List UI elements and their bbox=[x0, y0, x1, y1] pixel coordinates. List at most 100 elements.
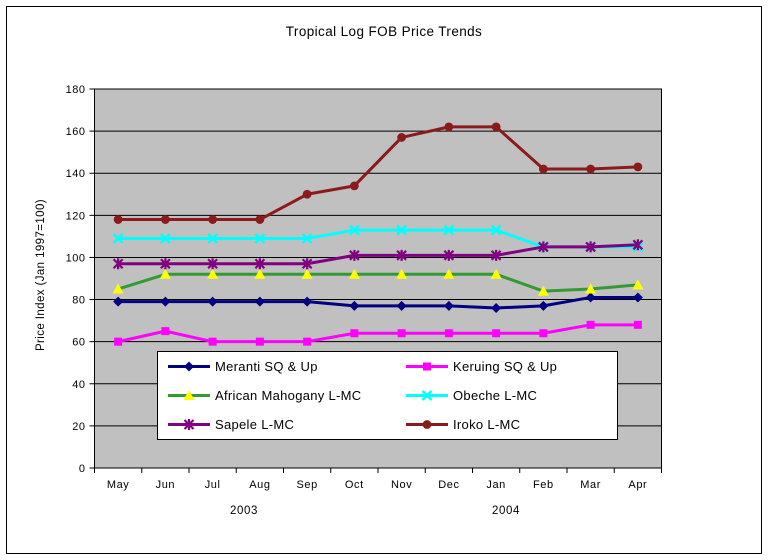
y-tick-label-100: 100 bbox=[66, 252, 86, 264]
legend-label: African Mahogany L-MC bbox=[215, 388, 362, 403]
legend-item-keruing-sq-up: Keruing SQ & Up bbox=[404, 359, 617, 374]
legend-label: Sapele L-MC bbox=[215, 417, 295, 432]
series-keruing-sq-up-point-sep bbox=[303, 337, 312, 346]
series-iroko-l-mc-point-jan bbox=[491, 122, 501, 132]
series-african-mahogany-l-mc bbox=[112, 268, 644, 296]
y-tick-label-140: 140 bbox=[66, 168, 86, 180]
series-sapele-l-mc-point-feb bbox=[538, 241, 549, 253]
y-tick-label-0: 0 bbox=[79, 463, 86, 475]
y-tick-label-80: 80 bbox=[72, 295, 85, 307]
series-sapele-l-mc-point-jan bbox=[490, 249, 502, 261]
series-meranti-sq-up-point-oct bbox=[349, 300, 360, 311]
series-african-mahogany-l-mc-line bbox=[117, 272, 639, 293]
series-iroko-l-mc-point-sep bbox=[302, 189, 312, 199]
series-african-mahogany-l-mc-point-may bbox=[112, 283, 124, 294]
legend: Meranti SQ & Up Keruing SQ & Up African Ma… bbox=[157, 351, 618, 440]
month-label-oct: Oct bbox=[345, 479, 364, 491]
series-iroko-l-mc-point-may bbox=[113, 215, 123, 224]
chart-title: Tropical Log FOB Price Trends bbox=[285, 24, 483, 39]
month-label-mar: Mar bbox=[580, 479, 601, 491]
series-sapele-l-mc-line bbox=[118, 243, 638, 266]
iroko-l-mc-legend-marker bbox=[422, 420, 432, 429]
series-keruing-sq-up bbox=[114, 320, 642, 346]
sapele-l-mc-legend-marker bbox=[183, 419, 195, 430]
month-label-nov: Nov bbox=[391, 479, 412, 491]
series-african-mahogany-l-mc-point-dec bbox=[443, 268, 455, 279]
series-keruing-sq-up-line bbox=[117, 323, 638, 344]
month-label-feb: Feb bbox=[533, 479, 554, 491]
month-label-apr: Apr bbox=[628, 479, 647, 491]
series-african-mahogany-l-mc-point-jul bbox=[207, 268, 219, 279]
series-meranti-sq-up-point-aug bbox=[254, 296, 265, 307]
series-keruing-sq-up-point-feb bbox=[539, 329, 548, 338]
series-sapele-l-mc-point-dec bbox=[443, 249, 455, 261]
y-tick-label-60: 60 bbox=[72, 337, 85, 349]
y-tick-label-180: 180 bbox=[66, 84, 86, 96]
month-label-jul: Jul bbox=[205, 479, 221, 491]
legend-item-iroko-l-mc: Iroko L-MC bbox=[404, 417, 617, 432]
series-obeche-l-mc-point-jun bbox=[159, 233, 171, 244]
series-iroko-l-mc bbox=[113, 122, 643, 224]
legend-label: Obeche L-MC bbox=[453, 388, 538, 403]
series-iroko-l-mc-point-apr bbox=[633, 162, 643, 172]
month-label-sep: Sep bbox=[296, 479, 317, 491]
legend-label: Meranti SQ & Up bbox=[215, 359, 318, 374]
series-meranti-sq-up-point-dec bbox=[443, 300, 454, 311]
meranti-sq-up-legend-marker-icon bbox=[168, 361, 210, 372]
series-african-mahogany-l-mc-point-feb bbox=[537, 285, 549, 296]
series-african-mahogany-l-mc-point-sep bbox=[301, 268, 313, 279]
series-african-mahogany-l-mc-point-apr bbox=[632, 279, 644, 290]
series-sapele-l-mc-point-apr bbox=[632, 239, 644, 251]
iroko-l-mc-legend-marker-icon bbox=[406, 420, 448, 429]
sapele-l-mc-legend-marker-icon bbox=[168, 419, 210, 430]
series-keruing-sq-up-point-apr bbox=[633, 320, 642, 329]
series-keruing-sq-up-point-aug bbox=[255, 337, 264, 346]
month-label-dec: Dec bbox=[438, 479, 459, 491]
year-label-2004: 2004 bbox=[492, 505, 520, 517]
series-iroko-l-mc-point-nov bbox=[397, 133, 407, 142]
series-obeche-l-mc-point-oct bbox=[348, 224, 360, 236]
series-iroko-l-mc-line bbox=[118, 125, 638, 222]
meranti-sq-up-legend-marker bbox=[184, 361, 194, 372]
legend-item-sapele-l-mc: Sapele L-MC bbox=[166, 417, 404, 432]
series-sapele-l-mc-point-mar bbox=[585, 241, 596, 253]
series-african-mahogany-l-mc-point-aug bbox=[254, 268, 266, 279]
series-iroko-l-mc-point-oct bbox=[349, 181, 359, 191]
series-obeche-l-mc-point-sep bbox=[301, 233, 313, 244]
series-obeche-l-mc-point-dec bbox=[443, 224, 455, 236]
month-label-jun: Jun bbox=[156, 479, 176, 491]
series-obeche-l-mc-point-jul bbox=[207, 233, 219, 244]
series-iroko-l-mc-point-dec bbox=[444, 122, 454, 132]
series-african-mahogany-l-mc-point-oct bbox=[348, 268, 360, 279]
series-keruing-sq-up-point-jul bbox=[208, 337, 217, 346]
african-mahogany-l-mc-legend-marker bbox=[183, 390, 195, 400]
series-meranti-sq-up-point-jun bbox=[160, 296, 171, 307]
month-label-aug: Aug bbox=[249, 479, 270, 491]
chart-border bbox=[6, 6, 762, 554]
series-meranti-sq-up-point-apr bbox=[632, 292, 643, 303]
y-tick-label-160: 160 bbox=[66, 126, 86, 138]
legend-label: Iroko L-MC bbox=[453, 417, 521, 432]
series-iroko-l-mc-point-mar bbox=[586, 164, 596, 174]
series-meranti-sq-up-point-feb bbox=[538, 300, 549, 311]
series-iroko-l-mc-point-jul bbox=[208, 215, 218, 224]
series-iroko-l-mc-point-feb bbox=[538, 164, 548, 174]
legend-item-obeche-l-mc: Obeche L-MC bbox=[404, 388, 617, 403]
series-meranti-sq-up bbox=[113, 292, 643, 313]
series-meranti-sq-up-point-jan bbox=[491, 302, 502, 313]
legend-item-meranti-sq-up: Meranti SQ & Up bbox=[166, 359, 404, 374]
series-keruing-sq-up-point-oct bbox=[350, 329, 359, 338]
series-meranti-sq-up-point-nov bbox=[396, 300, 407, 311]
month-label-may: May bbox=[107, 479, 130, 491]
series-african-mahogany-l-mc-point-mar bbox=[585, 283, 597, 294]
series-keruing-sq-up-point-jun bbox=[161, 327, 170, 336]
legend-item-african-mahogany-l-mc: African Mahogany L-MC bbox=[166, 388, 404, 403]
series-meranti-sq-up-point-sep bbox=[302, 296, 313, 307]
series-african-mahogany-l-mc-point-jan bbox=[490, 268, 502, 279]
month-label-jan: Jan bbox=[486, 479, 506, 491]
series-sapele-l-mc-point-jul bbox=[207, 258, 218, 270]
y-tick-label-120: 120 bbox=[66, 210, 86, 222]
series-meranti-sq-up-point-jul bbox=[207, 296, 218, 307]
